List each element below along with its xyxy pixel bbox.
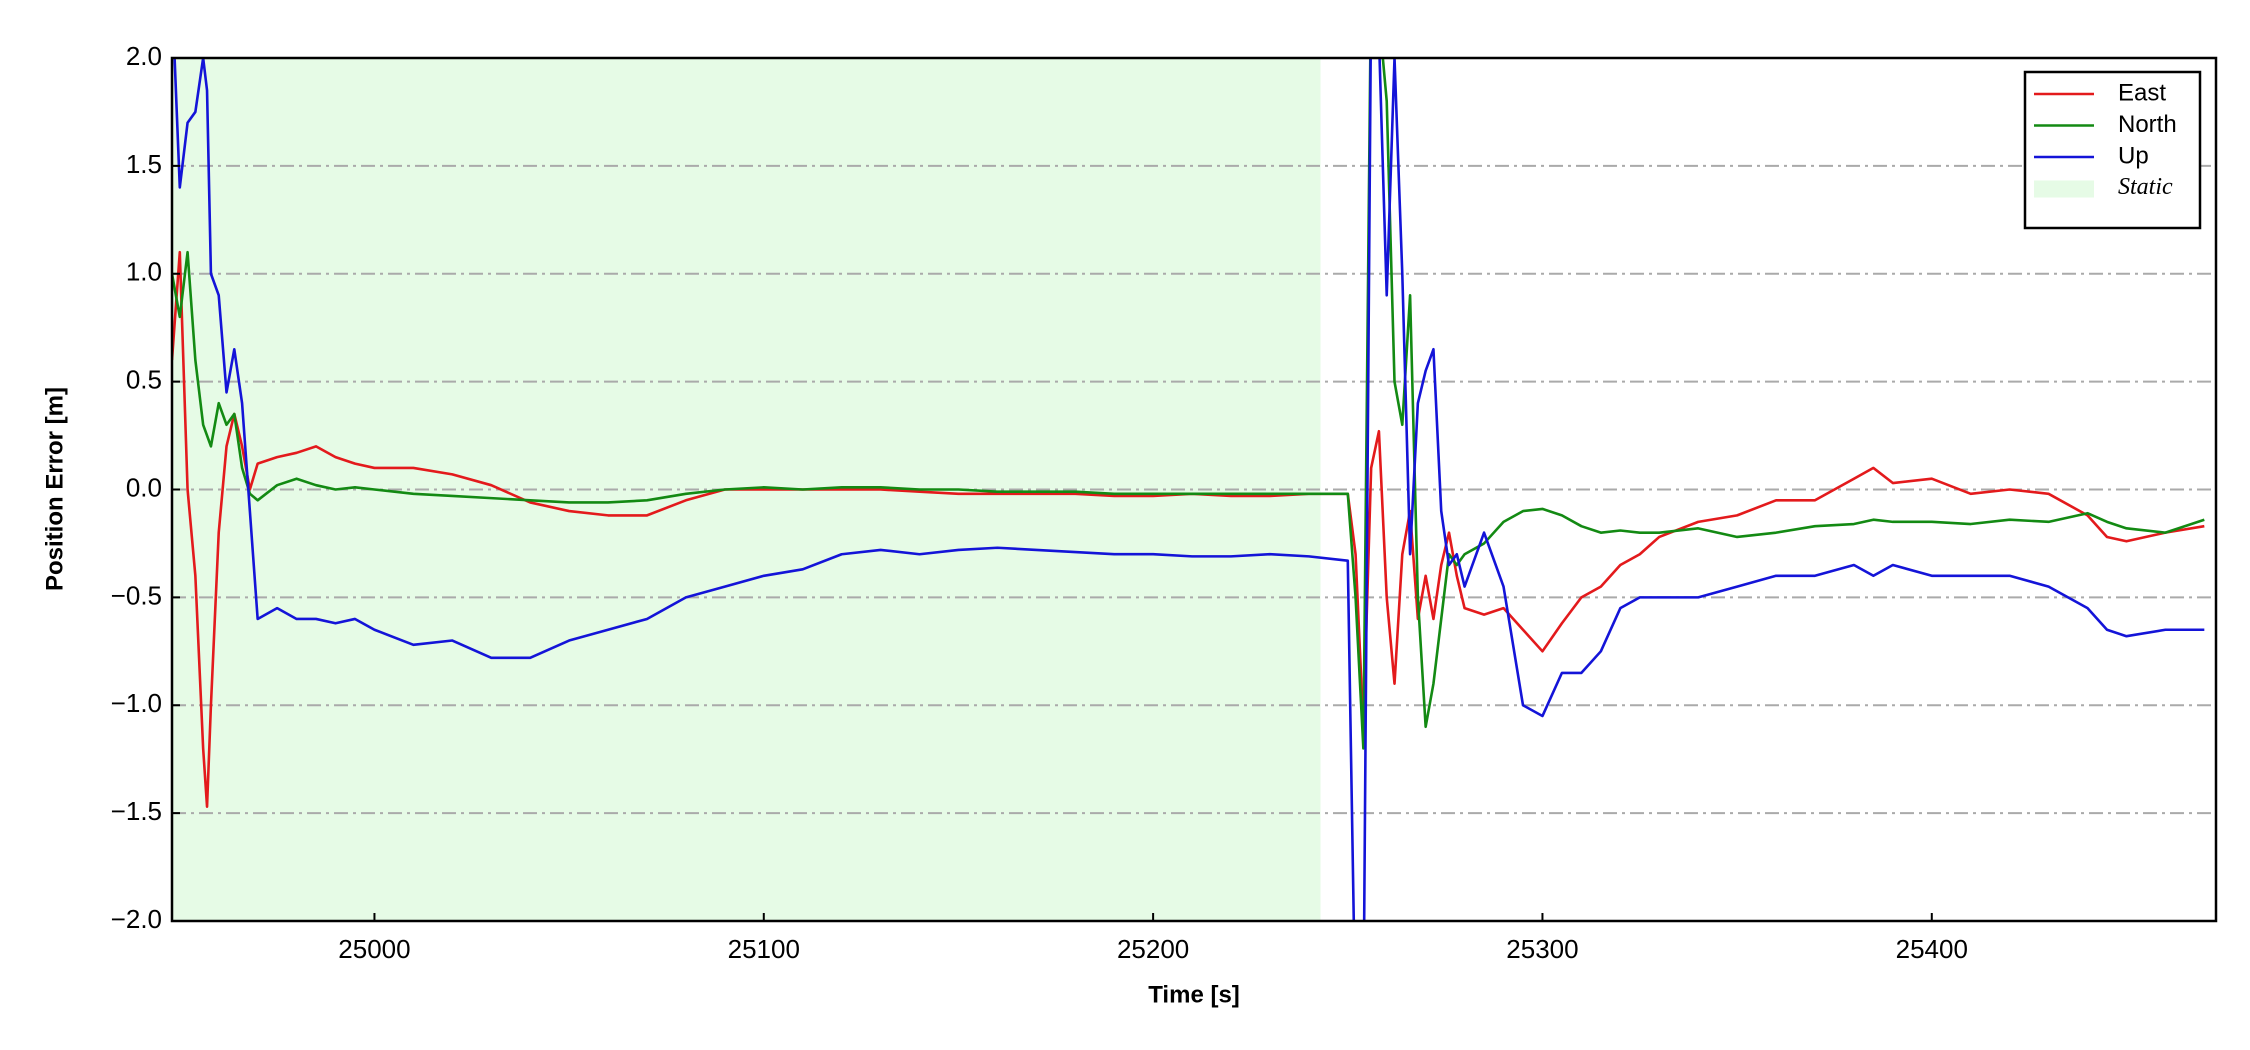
legend-swatch <box>2034 180 2094 198</box>
legend-box <box>2023 70 2202 230</box>
y-tick-label: 2.0 <box>126 41 162 71</box>
plot-background <box>172 57 2216 922</box>
x-tick-label: 25400 <box>1896 934 1968 964</box>
series-line <box>173 58 2205 921</box>
legend-label: Up <box>2118 142 2149 169</box>
y-tick-label: −1.0 <box>111 688 162 718</box>
plot-lines <box>172 58 2205 921</box>
y-tick-label: 1.0 <box>126 257 162 287</box>
series-line <box>172 58 2205 750</box>
legend-label: East <box>2118 79 2166 106</box>
y-tick-label: −0.5 <box>111 580 162 610</box>
y-tick-label: 0.0 <box>126 472 162 502</box>
x-tick-label: 25100 <box>728 934 800 964</box>
x-tick-label: 25200 <box>1117 934 1189 964</box>
y-axis-label: Position Error [m] <box>41 387 68 591</box>
y-tick-label: 1.5 <box>126 149 162 179</box>
legend: East North Up Static <box>2023 70 2202 230</box>
y-tick-label: −2.0 <box>111 904 162 934</box>
y-tick-label: 0.5 <box>126 365 162 395</box>
x-tick-label: 25300 <box>1506 934 1578 964</box>
legend-label: North <box>2118 111 2177 138</box>
x-tick-label: 25000 <box>338 934 410 964</box>
y-tick-label: −1.5 <box>111 796 162 826</box>
legend-label: Static <box>2118 174 2173 200</box>
x-axis-label: Time [s] <box>1148 981 1240 1008</box>
